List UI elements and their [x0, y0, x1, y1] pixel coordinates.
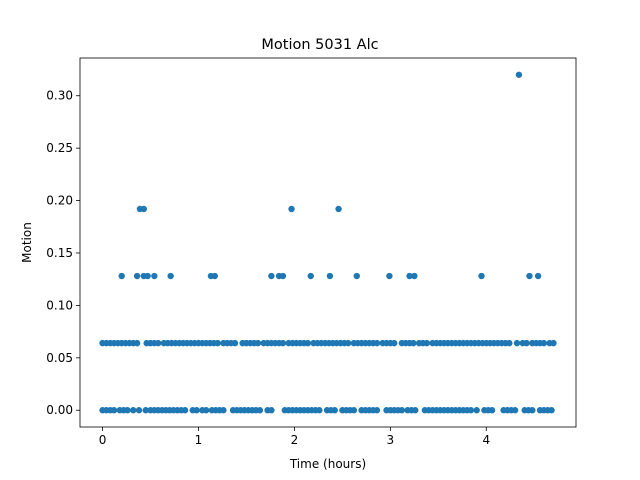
y-tick-label: 0.30	[46, 89, 73, 103]
data-point	[118, 272, 125, 280]
y-axis-label: Motion	[20, 222, 34, 263]
y-tick-label: 0.25	[46, 141, 73, 155]
data-point	[142, 407, 149, 414]
data-point	[344, 339, 352, 347]
data-point	[140, 205, 147, 213]
data-point	[133, 339, 141, 347]
y-tick-label: 0.05	[46, 351, 73, 365]
data-point	[110, 407, 118, 414]
data-point	[373, 339, 381, 347]
data-point	[406, 272, 413, 280]
data-point	[412, 407, 419, 414]
data-point	[511, 407, 519, 414]
y-axis: 0.00 0.05 0.10 0.15 0.20 0.25 0.30	[46, 89, 80, 417]
data-point	[386, 272, 393, 280]
data-point	[268, 272, 275, 280]
data-point	[350, 407, 358, 414]
data-point	[423, 339, 431, 347]
data-point	[488, 407, 496, 414]
data-point	[529, 407, 536, 414]
y-tick-label: 0.10	[46, 298, 73, 312]
data-point	[523, 339, 530, 347]
data-point	[181, 407, 189, 414]
y-tick-label: 0.15	[46, 246, 73, 260]
data-point	[130, 407, 137, 414]
data-point	[279, 339, 287, 347]
data-point	[316, 407, 323, 414]
plot-frame	[79, 57, 577, 428]
data-point	[331, 407, 338, 414]
points-layer	[99, 71, 557, 414]
data-point	[526, 272, 533, 280]
x-tick-label: 3	[387, 433, 395, 447]
data-point	[214, 339, 221, 347]
data-point	[133, 272, 141, 280]
data-point	[506, 339, 513, 347]
data-point	[220, 407, 227, 414]
data-point	[410, 339, 417, 347]
data-point	[540, 339, 548, 347]
data-point	[307, 272, 314, 280]
data-point	[154, 339, 162, 347]
data-point	[268, 407, 275, 414]
data-point	[390, 339, 398, 347]
data-point	[151, 272, 158, 280]
data-point	[254, 339, 262, 347]
data-point	[515, 71, 523, 78]
x-tick-label: 2	[291, 433, 299, 447]
data-point	[513, 339, 521, 347]
data-point	[135, 407, 143, 414]
data-point	[231, 339, 239, 347]
data-point	[167, 272, 174, 280]
y-tick-label: 0.20	[46, 194, 73, 208]
data-point	[256, 407, 264, 414]
data-point	[288, 205, 295, 213]
data-point	[279, 272, 287, 280]
data-point	[548, 407, 555, 414]
data-point	[124, 407, 131, 414]
data-point	[534, 272, 542, 280]
x-tick-label: 4	[482, 433, 490, 447]
y-tick-label: 0.00	[46, 403, 73, 417]
data-point	[478, 272, 485, 280]
data-point	[473, 407, 480, 414]
data-point	[202, 407, 210, 414]
data-point	[398, 407, 406, 414]
x-tick-label: 0	[99, 433, 107, 447]
data-point	[373, 407, 381, 414]
data-point	[144, 272, 151, 280]
data-point	[193, 407, 200, 414]
data-point	[550, 339, 557, 347]
data-point	[211, 272, 218, 280]
chart-title: Motion 5031 Alc	[261, 37, 378, 53]
data-point	[353, 272, 360, 280]
data-point	[335, 205, 342, 213]
x-axis-label: Time (hours)	[289, 457, 366, 471]
data-point	[326, 272, 334, 280]
data-point	[467, 407, 475, 414]
x-tick-label: 1	[195, 433, 203, 447]
data-point	[304, 339, 312, 347]
data-point	[411, 272, 418, 280]
x-axis: 0 1 2 3 4	[99, 427, 490, 447]
